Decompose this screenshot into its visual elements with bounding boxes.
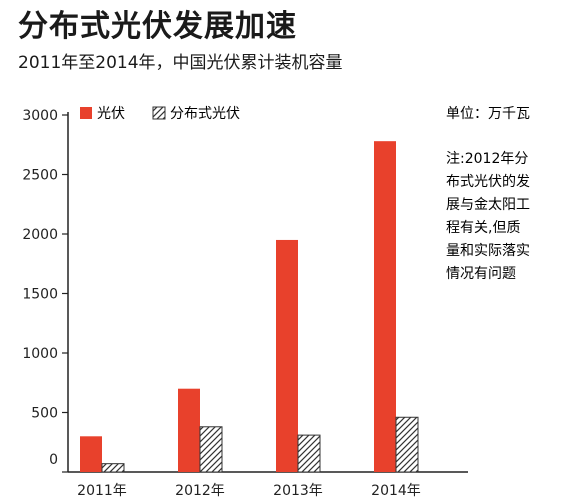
legend: 光伏 分布式光伏 xyxy=(80,106,240,122)
bar-solar xyxy=(276,239,298,472)
x-tick-label: 2011年 xyxy=(77,483,127,499)
x-tick-label: 2012年 xyxy=(175,483,225,499)
x-tick-label: 2014年 xyxy=(371,483,421,499)
legend-label-solar: 光伏 xyxy=(97,106,125,122)
bar-distributed-solar xyxy=(297,434,321,473)
bar-solar xyxy=(374,141,396,472)
legend-swatch-distributed xyxy=(152,106,166,120)
y-tick-label: 3000 xyxy=(22,108,58,124)
annotation-note: 注:2012年分 布式光伏的发 展与金太阳工 程有关,但质 量和实际落实 情况有… xyxy=(446,151,530,282)
note-line-6: 情况有问题 xyxy=(446,266,516,282)
note-line-3: 展与金太阳工 xyxy=(446,197,530,213)
y-tick-label: 0 xyxy=(49,452,58,468)
note-line-4: 程有关,但质 xyxy=(446,220,520,236)
note-line-2: 布式光伏的发 xyxy=(446,174,530,190)
x-tick-label: 2013年 xyxy=(273,483,323,499)
bar-solar xyxy=(80,436,102,472)
y-tick-label: 1000 xyxy=(22,346,58,362)
bar-solar xyxy=(178,388,200,472)
chart-title: 分布式光伏发展加速 xyxy=(18,9,297,44)
y-tick-label: 2000 xyxy=(22,227,58,243)
bar-distributed-solar xyxy=(101,463,125,473)
legend-swatch-solar xyxy=(80,107,92,119)
note-line-5: 量和实际落实 xyxy=(446,243,530,259)
chart-subtitle: 2011年至2014年，中国光伏累计装机容量 xyxy=(18,53,343,73)
note-line-1: 注:2012年分 xyxy=(446,151,528,167)
y-tick-label: 2500 xyxy=(22,168,58,184)
y-tick-label: 1500 xyxy=(22,287,58,303)
legend-label-distributed: 分布式光伏 xyxy=(170,106,240,122)
y-tick-label: 500 xyxy=(31,406,58,422)
unit-label: 单位：万千瓦 xyxy=(446,106,530,122)
bar-distributed-solar xyxy=(395,416,419,473)
bar-distributed-solar xyxy=(199,426,223,473)
